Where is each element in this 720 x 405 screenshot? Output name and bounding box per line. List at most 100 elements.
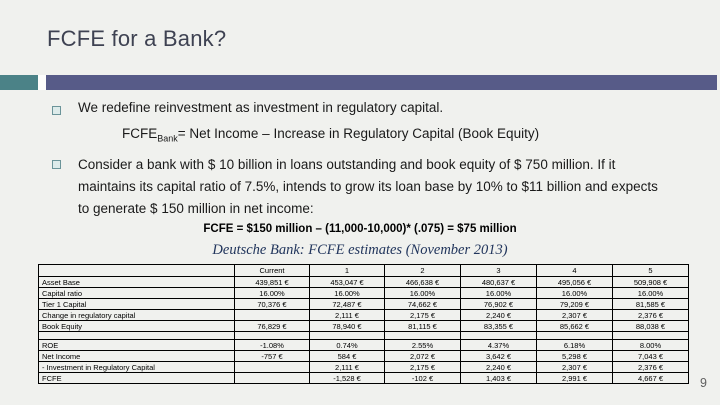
cell-value: 0.74%: [309, 339, 385, 351]
row-label: Asset Base: [38, 276, 235, 288]
divider-purple-bar: [46, 75, 717, 90]
cell-value: 74,662 €: [384, 298, 461, 310]
cell-value: 81,115 €: [384, 320, 461, 332]
row-label: Change in regulatory capital: [38, 309, 235, 321]
cell-value: 2: [384, 264, 461, 277]
estimates-table-body: Current 1 2 3 4 5 Asset Base 439,851 €453,047 €…: [38, 264, 689, 384]
cell-value: 3,642 €: [460, 350, 537, 362]
cell-value: [234, 331, 310, 340]
cell-value: 584 €: [309, 350, 385, 362]
row-label: Tier 1 Capital: [38, 298, 235, 310]
cell-value: 16.00%: [384, 287, 461, 299]
cell-value: [384, 331, 461, 340]
table-row: FCFE -1,528 € -102 €1,403 €2,991 €4,667 €: [38, 372, 689, 384]
cell-value: [234, 309, 310, 321]
cell-value: -102 €: [384, 372, 461, 384]
fcfe-calculation-line: FCFE = $150 million – (11,000-10,000)* (…: [203, 223, 517, 235]
divider-gap: [38, 75, 46, 90]
cell-value: 79,209 €: [536, 298, 613, 310]
cell-value: 16.00%: [460, 287, 537, 299]
cell-value: 2,111 €: [309, 309, 385, 321]
cell-value: 4.37%: [460, 339, 537, 351]
row-label: [38, 331, 235, 340]
formula-prefix: FCFE: [122, 126, 158, 141]
cell-value: 2,307 €: [536, 309, 613, 321]
table-row: Tier 1 Capital 70,376 €72,487 €74,662 €76…: [38, 298, 689, 310]
table-row: Change in regulatory capital 2,111 €2,175…: [38, 309, 689, 321]
cell-value: [460, 331, 537, 340]
cell-value: 2,175 €: [384, 361, 461, 373]
cell-value: 2,240 €: [460, 361, 537, 373]
cell-value: 16.00%: [612, 287, 689, 299]
bullet-2-text: Consider a bank with $ 10 billion in loa…: [78, 157, 658, 216]
cell-value: 76,902 €: [460, 298, 537, 310]
divider-teal-block: [0, 75, 38, 90]
cell-value: [536, 331, 613, 340]
cell-value: 2.55%: [384, 339, 461, 351]
cell-value: 76,829 €: [234, 320, 310, 332]
cell-value: 3: [460, 264, 537, 277]
row-label: - Investment in Regulatory Capital: [38, 361, 235, 373]
bullet-1-text: We redefine reinvestment as investment i…: [78, 100, 444, 115]
bullet-square-icon: [52, 160, 61, 169]
cell-value: 1,403 €: [460, 372, 537, 384]
cell-value: [612, 331, 689, 340]
row-label: [38, 264, 235, 277]
cell-value: 88,038 €: [612, 320, 689, 332]
cell-value: 1: [309, 264, 385, 277]
cell-value: 85,662 €: [536, 320, 613, 332]
cell-value: 16.00%: [536, 287, 613, 299]
cell-value: 5,298 €: [536, 350, 613, 362]
cell-value: 466,638 €: [384, 276, 461, 288]
spacer-row: [38, 331, 689, 340]
formula-suffix: = Net Income – Increase in Regulatory Ca…: [177, 126, 540, 141]
cell-value: 6.18%: [536, 339, 613, 351]
cell-value: 509,908 €: [612, 276, 689, 288]
cell-value: 8.00%: [612, 339, 689, 351]
cell-value: [234, 361, 310, 373]
cell-value: 70,376 €: [234, 298, 310, 310]
cell-value: 16.00%: [309, 287, 385, 299]
cell-value: 78,940 €: [309, 320, 385, 332]
table-row: Asset Base 439,851 €453,047 €466,638 €480…: [38, 276, 689, 288]
page-number: 9: [700, 376, 707, 390]
formula-subscript: Bank: [157, 133, 178, 144]
table-row: Capital ratio 16.00% 16.00% 16.00% 16.00% 16.…: [38, 287, 689, 299]
cell-value: 439,851 €: [234, 276, 310, 288]
cell-value: 2,376 €: [612, 309, 689, 321]
bullet-square-icon: [52, 106, 61, 115]
cell-value: 453,047 €: [309, 276, 385, 288]
cell-value: Current: [234, 264, 310, 277]
row-label: Book Equity: [38, 320, 235, 332]
row-label: Capital ratio: [38, 287, 235, 299]
table-header-row: Current 1 2 3 4 5: [38, 264, 689, 277]
cell-value: 2,111 €: [309, 361, 385, 373]
cell-value: 2,376 €: [612, 361, 689, 373]
cell-value: [234, 372, 310, 384]
slide-title: FCFE for a Bank?: [47, 26, 227, 51]
cell-value: 2,307 €: [536, 361, 613, 373]
cell-value: 7,043 €: [612, 350, 689, 362]
table-row: Net Income -757 €584 €2,072 €3,642 €5,298…: [38, 350, 689, 362]
row-label: FCFE: [38, 372, 235, 384]
cell-value: 2,991 €: [536, 372, 613, 384]
cell-value: 72,487 €: [309, 298, 385, 310]
title-divider: [0, 75, 720, 90]
row-label: Net Income: [38, 350, 235, 362]
cell-value: 2,175 €: [384, 309, 461, 321]
cell-value: 5: [612, 264, 689, 277]
fcfe-bank-formula: FCFEBank= Net Income – Increase in Regul…: [122, 126, 539, 144]
cell-value: -1,528 €: [309, 372, 385, 384]
cell-value: 2,072 €: [384, 350, 461, 362]
cell-value: 495,056 €: [536, 276, 613, 288]
table-row: Book Equity 76,829 €78,940 €81,115 €83,35…: [38, 320, 689, 332]
cell-value: 2,240 €: [460, 309, 537, 321]
cell-value: 4,667 €: [612, 372, 689, 384]
cell-value: -757 €: [234, 350, 310, 362]
row-label: ROE: [38, 339, 235, 351]
estimates-table: Current 1 2 3 4 5 Asset Base 439,851 €453,047 €…: [38, 264, 689, 384]
table-caption: Deutsche Bank: FCFE estimates (November …: [212, 242, 508, 258]
table-row: ROE -1.08% 0.74% 2.55% 4.37% 6.18% 8.00%: [38, 339, 689, 351]
cell-value: [309, 331, 385, 340]
